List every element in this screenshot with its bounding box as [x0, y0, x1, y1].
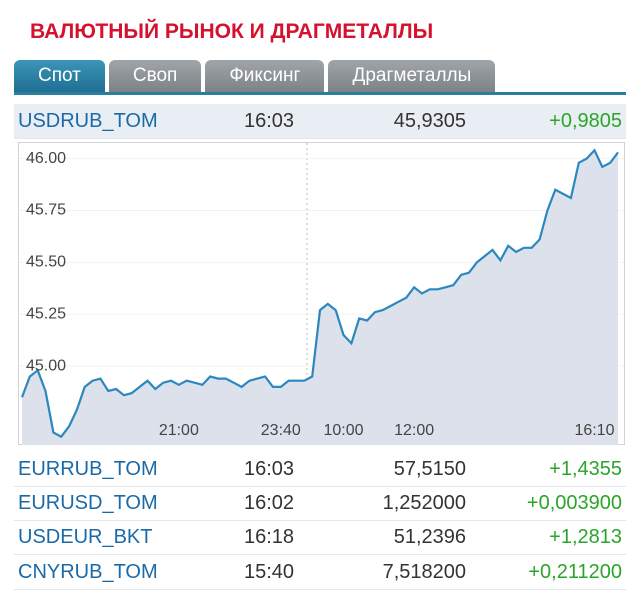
change: +0,003900 — [526, 491, 622, 514]
time: 16:03 — [244, 457, 295, 480]
quote-row[interactable]: USDEUR_BKT 16:18 51,2396 +1,2813 — [14, 520, 626, 555]
ticker: CNYRUB_TOM — [18, 560, 158, 583]
x-tick-label: 16:10 — [574, 422, 614, 439]
y-tick-label: 45.00 — [26, 357, 66, 374]
quote-row[interactable]: EURRUB_TOM 16:03 57,5150 +1,4355 — [14, 452, 626, 487]
ticker: EURUSD_TOM — [18, 491, 158, 514]
ticker: USDRUB_TOM — [18, 109, 158, 132]
chart: 45.00 45.25 45.50 45.75 46.00 21:00 23:40 10:00… — [18, 142, 625, 445]
change: +0,9805 — [549, 109, 622, 132]
tabs: Спот Своп Фиксинг Драгметаллы — [14, 60, 496, 92]
price: 57,5150 — [393, 457, 466, 480]
tab[interactable]: Спот — [14, 60, 105, 92]
change: +0,211200 — [528, 560, 622, 583]
price: 45,9305 — [393, 109, 466, 132]
tab[interactable]: Своп — [108, 60, 202, 92]
y-tick-label: 45.75 — [26, 202, 66, 219]
price: 51,2396 — [393, 525, 466, 548]
ticker: EURRUB_TOM — [18, 457, 158, 480]
quote-row[interactable]: CNYRUB_TOM 15:40 7,518200 +0,211200 — [14, 555, 626, 590]
change: +1,4355 — [549, 457, 622, 480]
area — [22, 150, 618, 445]
time: 15:40 — [244, 560, 295, 583]
x-tick-label: 10:00 — [324, 422, 364, 439]
time: 16:03 — [244, 109, 295, 132]
tab-underline — [14, 92, 626, 95]
x-tick-label: 12:00 — [394, 422, 434, 439]
tab[interactable]: Фиксинг — [205, 60, 325, 92]
price: 7,518200 — [382, 560, 466, 583]
y-tick-label: 45.50 — [26, 254, 66, 271]
change: +1,2813 — [549, 525, 622, 548]
page-title: ВАЛЮТНЫЙ РЫНОК И ДРАГМЕТАЛЛЫ — [30, 20, 434, 43]
line — [20, 148, 619, 439]
y-tick-label: 46.00 — [26, 150, 66, 167]
quote-row[interactable]: USDRUB_TOM 16:03 45,9305 +0,9805 — [14, 104, 626, 139]
ticker: USDEUR_BKT — [18, 525, 153, 548]
time: 16:02 — [244, 491, 295, 514]
time: 16:18 — [244, 525, 295, 548]
tab[interactable]: Драгметаллы — [328, 60, 496, 92]
x-tick-label: 21:00 — [159, 422, 199, 439]
price: 1,252000 — [382, 491, 466, 514]
x-tick-label: 23:40 — [261, 422, 301, 439]
y-tick-label: 45.25 — [26, 305, 66, 322]
quote-row[interactable]: EURUSD_TOM 16:02 1,252000 +0,003900 — [14, 486, 626, 521]
